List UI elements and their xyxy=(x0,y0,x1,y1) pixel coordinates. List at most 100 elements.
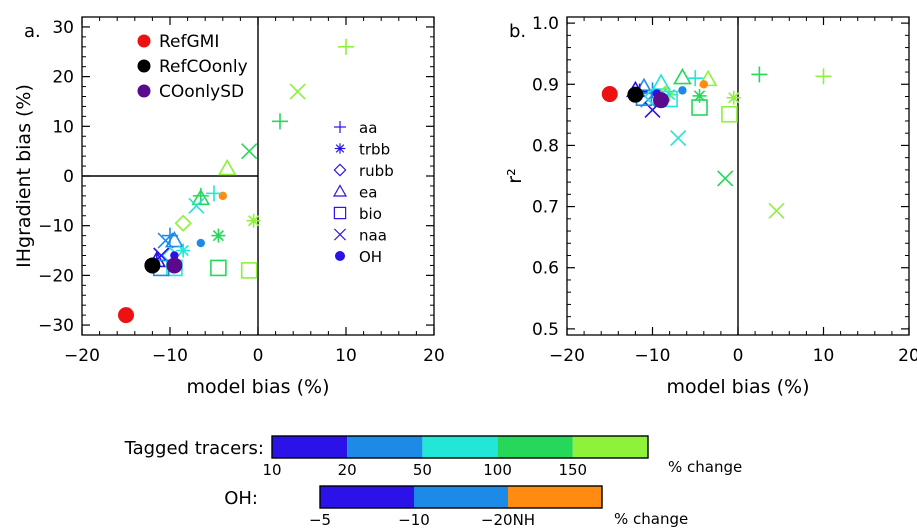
data-point-plus xyxy=(338,38,354,55)
data-point-dot-shape xyxy=(678,86,687,95)
y-tick-label: 0.8 xyxy=(532,136,559,156)
data-point-dot-shape xyxy=(170,251,179,260)
data-point-cross xyxy=(768,202,785,219)
colorbar-segment xyxy=(422,436,498,458)
legend-marker-asterisk-a4 xyxy=(335,144,345,153)
legend-marker-label: trbb xyxy=(359,141,390,159)
y-axis-label: r² xyxy=(504,168,526,183)
data-point-triangle-shape xyxy=(698,69,718,87)
data-point-bigdot xyxy=(166,257,183,274)
legend-ref-dot xyxy=(137,84,151,98)
data-point-bigdot xyxy=(653,92,670,109)
data-point-asterisk-a4 xyxy=(728,92,740,104)
panel-label: a. xyxy=(24,21,41,42)
x-tick-label: −20 xyxy=(64,346,100,366)
colorbar-frame xyxy=(271,435,649,459)
colorbar-label: Tagged tracers: xyxy=(124,438,264,459)
data-point-bigdot-shape xyxy=(118,307,134,324)
data-point-triangle-shape xyxy=(165,230,184,248)
y-tick-label: 30 xyxy=(52,18,74,38)
x-tick-label: 20 xyxy=(423,346,445,366)
colorbar-segment xyxy=(497,436,573,458)
y-tick-label: −30 xyxy=(38,316,74,336)
y-tick-label: 0 xyxy=(63,167,74,187)
colorbar-segment xyxy=(272,436,348,458)
data-point-bigdot xyxy=(118,307,134,324)
data-point-triangle-shape xyxy=(191,188,211,206)
data-point-triangle xyxy=(651,73,671,90)
colorbar-tick-label: 100 xyxy=(483,461,512,479)
legend-ref-dot xyxy=(137,59,151,73)
colorbar-tick-label: −10 xyxy=(398,511,430,529)
data-point-triangle-shape xyxy=(673,67,692,85)
colorbar-tick-label: −5 xyxy=(309,511,331,529)
data-point-cross xyxy=(289,83,306,100)
x-tick-label: 0 xyxy=(733,346,744,366)
legend-ref-dot xyxy=(137,34,151,48)
data-point-cross-d2 xyxy=(717,170,734,187)
panel-a: −20 −10 0 10 20 −30 −20 −10 0 10 20 30 a. model bias … xyxy=(13,16,445,398)
y-tick-label: 0.9 xyxy=(532,75,559,95)
panel-b: −20 −10 0 10 20 0.5 0.6 0.7 0.8 0.9 1.0 b. model bia… xyxy=(504,14,917,398)
x-axis-label: model bias (%) xyxy=(186,376,329,398)
x-tick-label: −10 xyxy=(152,346,188,366)
legend-ref-label: RefGMI xyxy=(159,32,219,52)
x-tick-label: 10 xyxy=(813,346,835,366)
data-point-triangle xyxy=(165,230,184,248)
data-point-square xyxy=(691,99,708,116)
legend-marker-label: naa xyxy=(359,227,387,245)
data-point-asterisk xyxy=(246,213,261,228)
data-point-diamond-shape xyxy=(174,214,192,232)
data-point-square-shape xyxy=(691,99,708,116)
data-point-square xyxy=(210,259,227,277)
data-point-asterisk-a4 xyxy=(247,215,260,227)
data-point-cross xyxy=(717,170,734,187)
data-point-asterisk-a4 xyxy=(177,244,189,257)
legend-marker-label: ea xyxy=(359,184,377,202)
colorbar-segment xyxy=(508,486,602,508)
data-point-dot xyxy=(699,80,708,89)
legend-marker-dot xyxy=(335,251,345,261)
colorbar-oh: OH: −5 −10 −20NH % change xyxy=(224,485,688,529)
data-point-square-shape xyxy=(210,259,227,277)
colorbar-label: OH: xyxy=(224,488,258,509)
legends: RefGMI RefCOonly COonlySD aa trbb rubb ea bio na… xyxy=(137,32,394,266)
legend-marker-label: OH xyxy=(359,248,382,266)
x-axis-label: model bias (%) xyxy=(666,376,809,398)
y-tick-label: 10 xyxy=(52,117,74,137)
data-point-triangle-shape xyxy=(217,158,237,176)
data-point-square xyxy=(721,105,738,123)
y-tick-label: −20 xyxy=(38,266,74,286)
data-point-cross-d2 xyxy=(157,232,174,249)
legend-marker-cross xyxy=(333,228,347,241)
data-point-triangle xyxy=(673,67,692,85)
legend-marker-plus xyxy=(334,121,346,133)
legend-ref-label: RefCOonly xyxy=(159,57,248,77)
data-point-cross-d2 xyxy=(289,83,306,100)
data-point-triangle xyxy=(191,188,211,206)
data-point-square xyxy=(240,262,258,279)
data-point-asterisk-a4 xyxy=(212,230,225,242)
data-point-bigdot xyxy=(601,86,618,103)
colorbar-segment xyxy=(347,436,423,458)
legend-marker-cross-d2 xyxy=(333,228,347,241)
legend-marker-label: bio xyxy=(359,205,382,223)
colorbar-segment xyxy=(414,486,508,508)
colorbar-tick-label: 20 xyxy=(338,461,357,479)
data-point-triangle xyxy=(217,158,237,176)
colorbar-unit: % change xyxy=(668,458,742,476)
data-point-dot xyxy=(196,238,205,248)
x-tick-label: 0 xyxy=(253,346,264,366)
data-point-cross-d2 xyxy=(768,202,785,219)
data-point-cross xyxy=(188,197,205,214)
data-point-triangle-shape xyxy=(651,73,671,90)
data-point-asterisk xyxy=(726,90,741,105)
data-point-cross-d2 xyxy=(241,143,258,160)
colorbar-frame xyxy=(319,485,603,509)
data-point-plus xyxy=(687,70,704,87)
y-tick-label: −10 xyxy=(38,217,74,237)
data-point-asterisk xyxy=(211,228,226,243)
legend-marker-square-shape xyxy=(333,206,347,220)
data-point-bigdot-shape xyxy=(601,86,618,103)
